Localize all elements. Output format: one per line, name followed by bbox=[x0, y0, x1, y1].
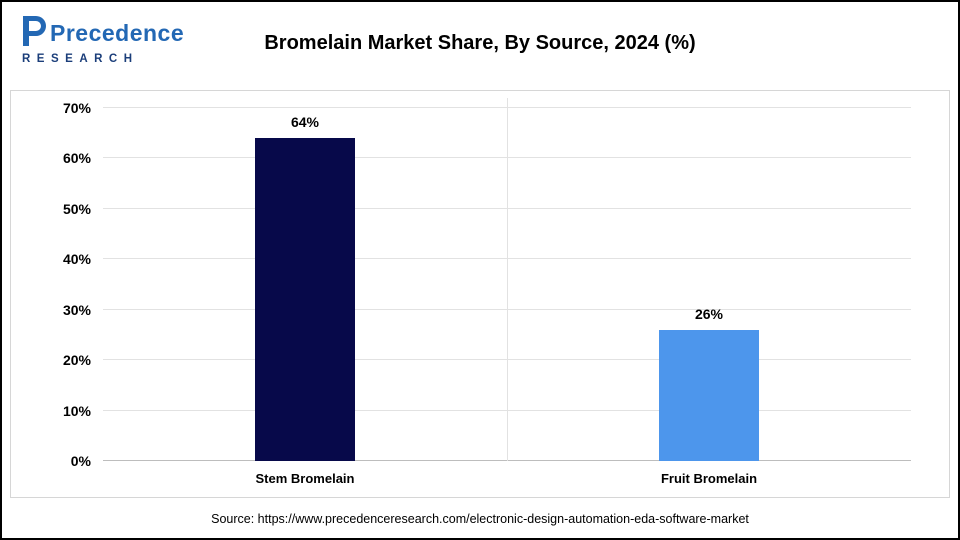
source-citation: Source: https://www.precedenceresearch.c… bbox=[211, 512, 749, 526]
precedence-research-logo: Precedence RESEARCH bbox=[20, 16, 184, 66]
y-axis-tick-0%: 0% bbox=[70, 453, 91, 469]
bar-value-label-fruit-bromelain: 26% bbox=[694, 305, 724, 322]
y-axis-tick-10%: 10% bbox=[62, 402, 91, 419]
bar-fruit-bromelain bbox=[659, 329, 759, 461]
logo-subtext: RESEARCH bbox=[22, 53, 139, 65]
y-axis-tick-20%: 20% bbox=[62, 352, 91, 369]
page-title: Bromelain Market Share, By Source, 2024 … bbox=[264, 32, 696, 54]
y-axis-tick-30%: 30% bbox=[62, 301, 91, 318]
x-axis-label-stem-bromelain: Stem Bromelain bbox=[255, 471, 355, 486]
precedence-logo-icon bbox=[20, 16, 46, 50]
y-axis-tick-40%: 40% bbox=[62, 251, 91, 268]
bar-value-label-stem-bromelain: 64% bbox=[290, 114, 320, 131]
y-axis-tick-70%: 70% bbox=[62, 100, 91, 116]
logo-main: Precedence bbox=[20, 16, 184, 50]
y-axis-tick-50%: 50% bbox=[62, 200, 91, 217]
category-separator-line bbox=[507, 98, 508, 461]
chart-container: 0% 10% 20% 30% 40% 50% 60% 70% 64% Stem Bromelain… bbox=[10, 90, 950, 498]
plot-area: 0% 10% 20% 30% 40% 50% 60% 70% 64% Stem Bromelain… bbox=[63, 98, 911, 486]
logo-text: Precedence bbox=[50, 19, 185, 46]
bar-stem-bromelain bbox=[255, 138, 355, 461]
x-axis-label-fruit-bromelain: Fruit Bromelain bbox=[660, 471, 758, 486]
y-axis-tick-60%: 60% bbox=[62, 150, 91, 167]
header: Precedence RESEARCH Bromelain Market Sha… bbox=[2, 2, 958, 88]
